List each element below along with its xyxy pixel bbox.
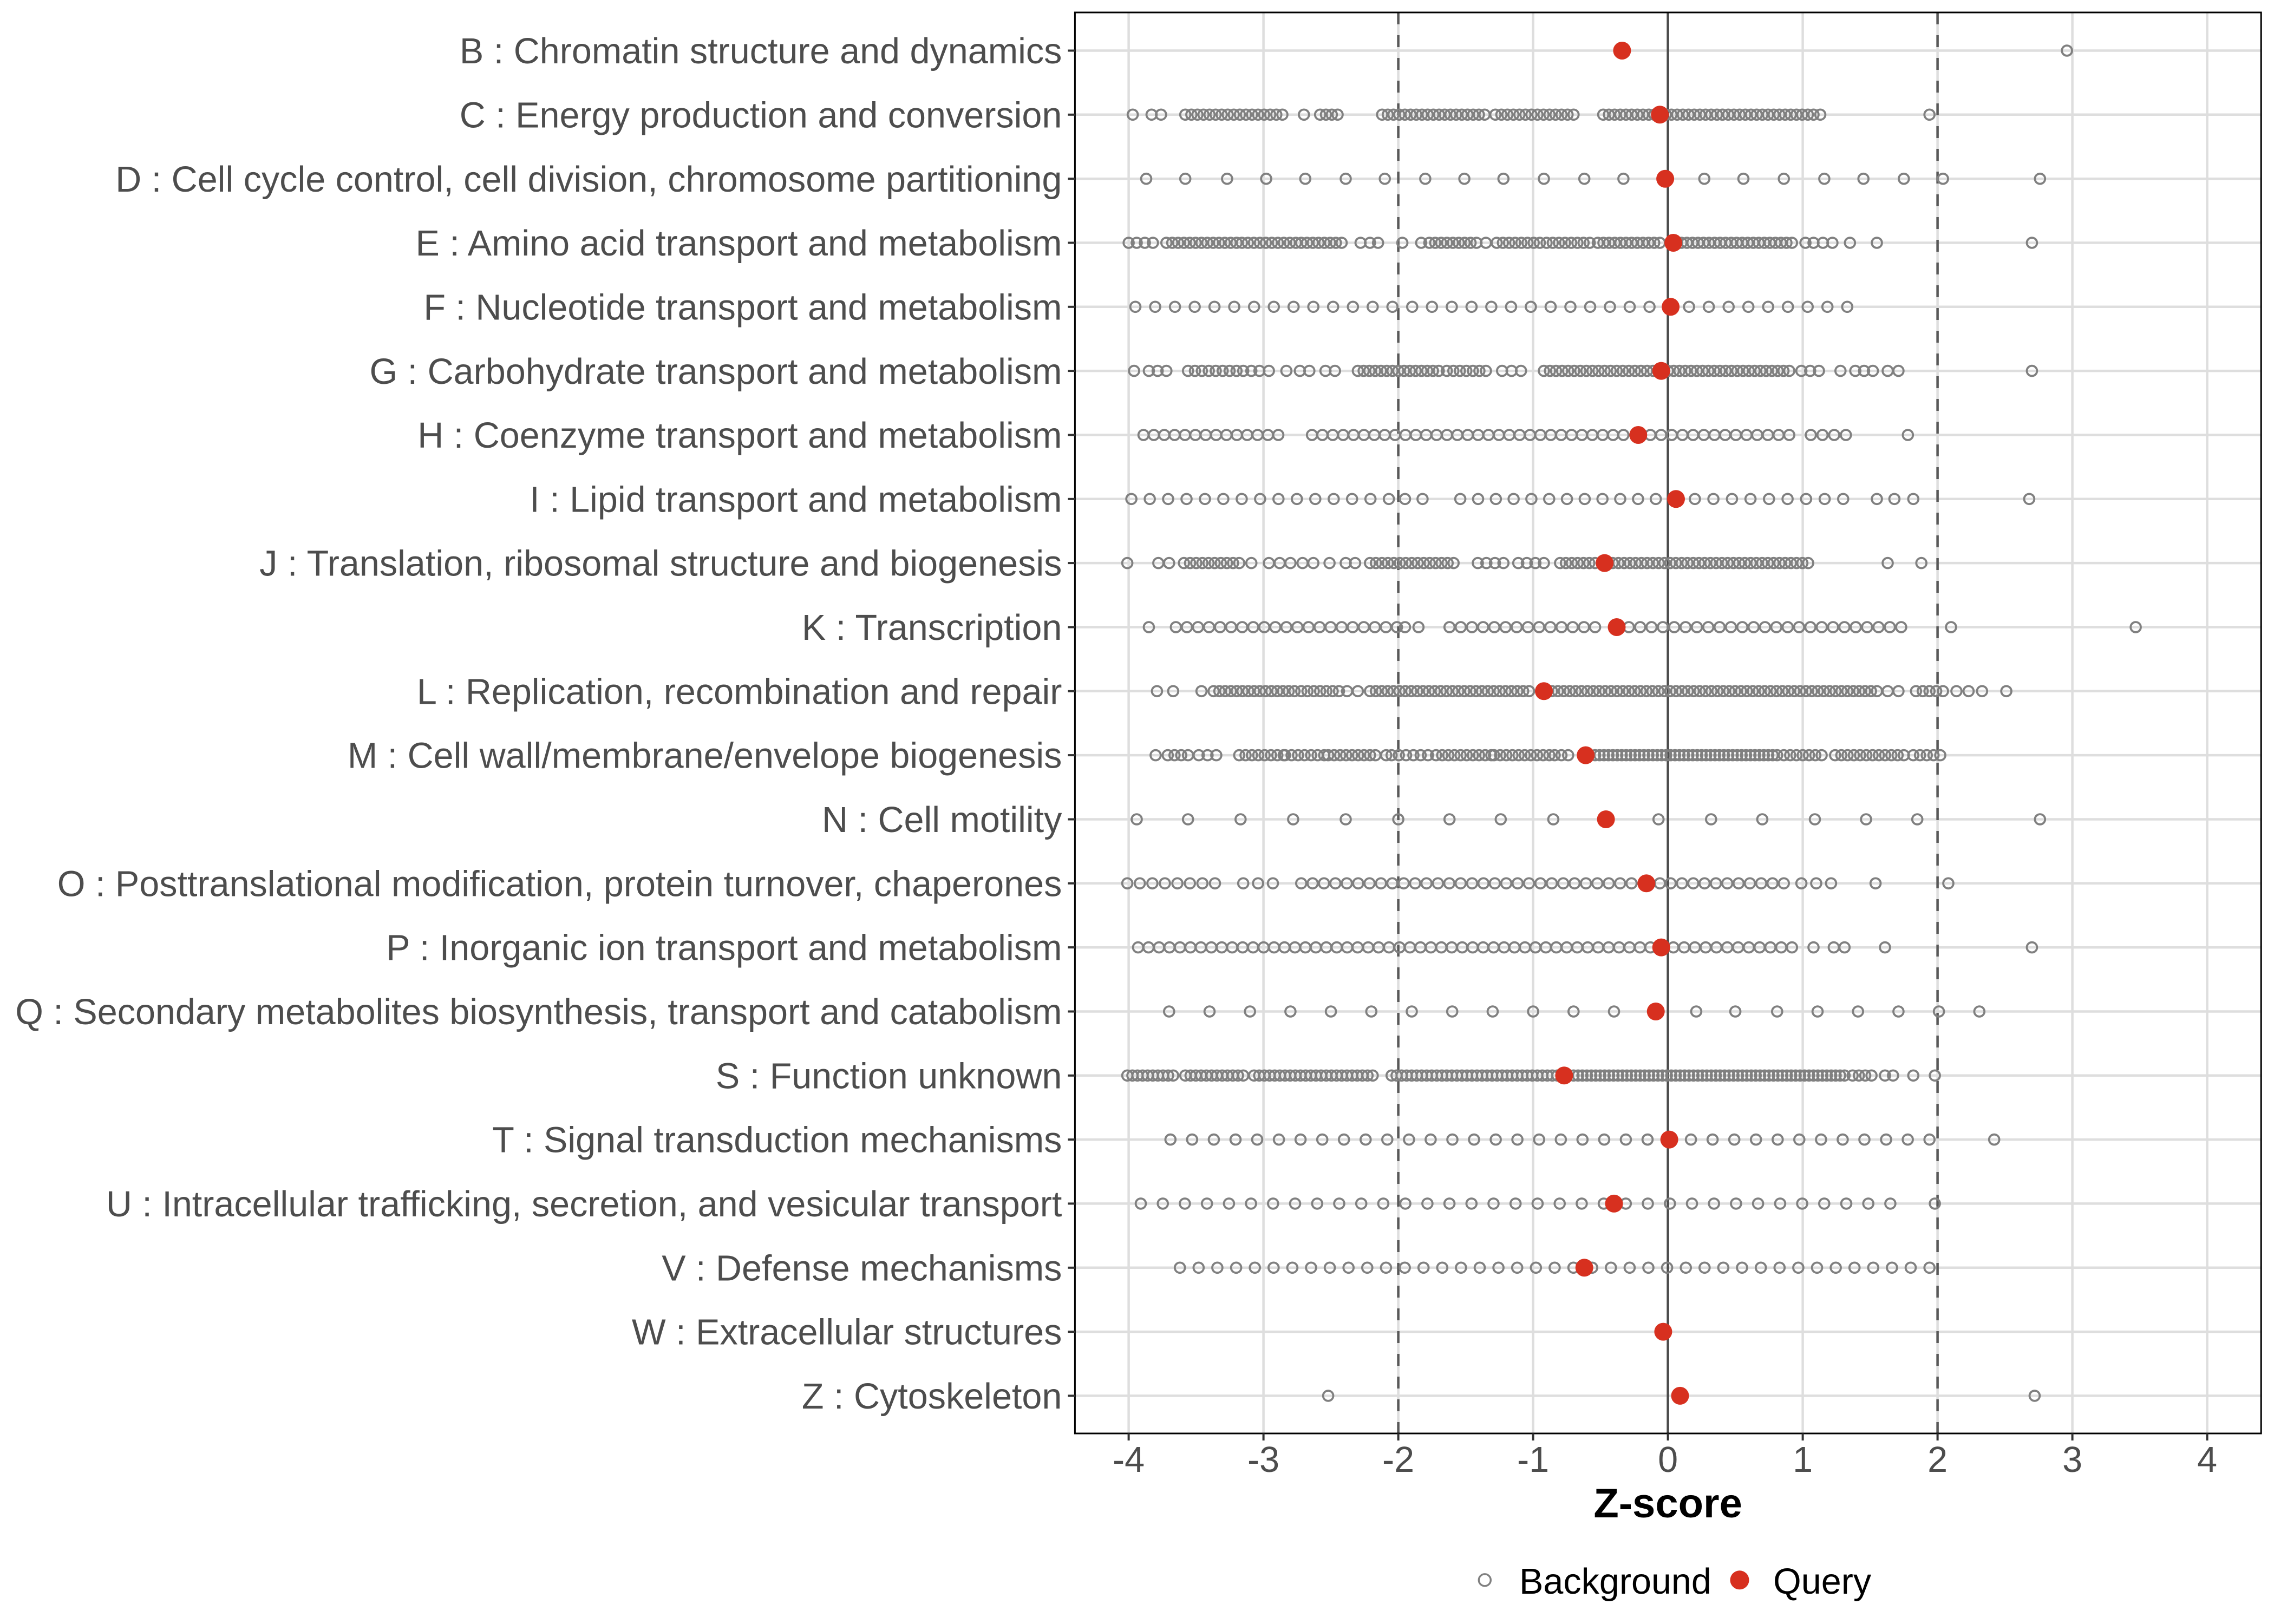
- svg-text:N : Cell motility: N : Cell motility: [822, 800, 1062, 840]
- svg-text:T : Signal transduction mechan: T : Signal transduction mechanisms: [492, 1121, 1062, 1161]
- svg-text:K : Transcription: K : Transcription: [802, 608, 1062, 648]
- svg-text:-1: -1: [1517, 1440, 1549, 1480]
- svg-text:1: 1: [1793, 1440, 1813, 1480]
- svg-text:U : Intracellular trafficking,: U : Intracellular trafficking, secretion…: [106, 1184, 1062, 1224]
- svg-text:Background: Background: [1519, 1562, 1711, 1602]
- svg-text:W : Extracellular structures: W : Extracellular structures: [632, 1313, 1062, 1353]
- svg-text:0: 0: [1658, 1440, 1678, 1480]
- svg-text:I : Lipid transport and metabo: I : Lipid transport and metabolism: [530, 480, 1062, 520]
- svg-text:-4: -4: [1113, 1440, 1145, 1480]
- svg-text:4: 4: [2197, 1440, 2217, 1480]
- svg-text:M : Cell wall/membrane/envelop: M : Cell wall/membrane/envelope biogenes…: [348, 736, 1062, 776]
- svg-text:B : Chromatin structure and dy: B : Chromatin structure and dynamics: [460, 31, 1062, 71]
- svg-text:Q : Secondary metabolites bios: Q : Secondary metabolites biosynthesis, …: [15, 992, 1062, 1032]
- svg-text:3: 3: [2062, 1440, 2082, 1480]
- svg-text:O : Posttranslational modifica: O : Posttranslational modification, prot…: [57, 864, 1062, 904]
- svg-text:V : Defense mechanisms: V : Defense mechanisms: [662, 1248, 1062, 1288]
- svg-text:-3: -3: [1247, 1440, 1279, 1480]
- svg-text:H : Coenzyme transport and met: H : Coenzyme transport and metabolism: [417, 416, 1062, 456]
- svg-text:E : Amino acid transport and m: E : Amino acid transport and metabolism: [416, 224, 1062, 264]
- svg-text:L : Replication, recombination: L : Replication, recombination and repai…: [417, 672, 1062, 712]
- svg-text:D : Cell cycle control, cell d: D : Cell cycle control, cell division, c…: [115, 160, 1062, 200]
- svg-text:F : Nucleotide transport and m: F : Nucleotide transport and metabolism: [423, 287, 1062, 328]
- svg-text:J : Translation, ribosomal str: J : Translation, ribosomal structure and…: [259, 544, 1062, 584]
- svg-text:Query: Query: [1773, 1562, 1872, 1602]
- svg-text:Z : Cytoskeleton: Z : Cytoskeleton: [802, 1377, 1062, 1417]
- svg-text:C : Energy production and conv: C : Energy production and conversion: [460, 95, 1062, 135]
- svg-text:2: 2: [1927, 1440, 1948, 1480]
- svg-text:S : Function unknown: S : Function unknown: [716, 1056, 1062, 1096]
- svg-text:P : Inorganic ion transport an: P : Inorganic ion transport and metaboli…: [386, 928, 1062, 968]
- svg-text:-2: -2: [1382, 1440, 1414, 1480]
- svg-text:G : Carbohydrate transport and: G : Carbohydrate transport and metabolis…: [369, 352, 1062, 392]
- svg-text:Z-score: Z-score: [1593, 1481, 1742, 1527]
